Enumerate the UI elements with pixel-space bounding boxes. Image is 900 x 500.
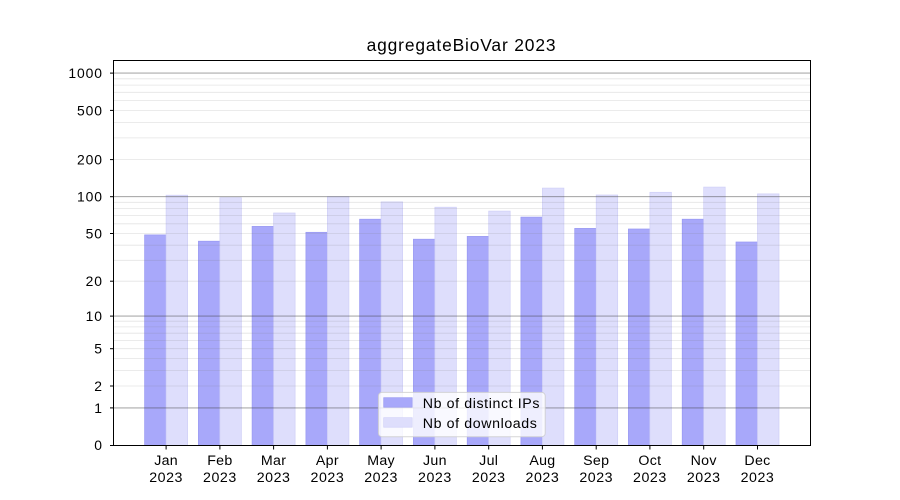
svg-text:Dec: Dec <box>744 453 770 469</box>
svg-text:aggregateBioVar 2023: aggregateBioVar 2023 <box>367 35 557 55</box>
svg-text:Feb: Feb <box>207 453 232 469</box>
svg-text:Mar: Mar <box>261 453 286 469</box>
svg-text:Jun: Jun <box>423 453 447 469</box>
svg-text:Sep: Sep <box>583 453 609 469</box>
svg-text:2023: 2023 <box>203 470 237 486</box>
svg-text:2023: 2023 <box>257 470 291 486</box>
svg-text:100: 100 <box>77 189 103 205</box>
svg-text:Nov: Nov <box>691 453 718 469</box>
svg-text:500: 500 <box>77 102 103 118</box>
svg-text:2023: 2023 <box>364 470 398 486</box>
svg-text:2023: 2023 <box>418 470 452 486</box>
svg-text:10: 10 <box>86 308 103 324</box>
svg-text:Oct: Oct <box>638 453 661 469</box>
svg-text:2023: 2023 <box>687 470 721 486</box>
svg-text:1: 1 <box>94 400 103 416</box>
svg-text:20: 20 <box>86 273 103 289</box>
svg-text:2: 2 <box>94 378 103 394</box>
svg-text:2023: 2023 <box>526 470 560 486</box>
svg-text:1000: 1000 <box>68 65 103 81</box>
svg-text:2023: 2023 <box>311 470 345 486</box>
svg-text:Nb of downloads: Nb of downloads <box>423 416 538 432</box>
svg-text:May: May <box>367 453 395 469</box>
svg-text:Apr: Apr <box>316 453 339 469</box>
svg-text:0: 0 <box>94 437 103 453</box>
svg-text:2023: 2023 <box>472 470 506 486</box>
svg-text:Nb of distinct IPs: Nb of distinct IPs <box>423 396 540 412</box>
svg-text:2023: 2023 <box>741 470 775 486</box>
svg-text:2023: 2023 <box>633 470 667 486</box>
svg-text:2023: 2023 <box>149 470 183 486</box>
svg-text:Jul: Jul <box>479 453 498 469</box>
svg-text:2023: 2023 <box>579 470 613 486</box>
svg-text:Jan: Jan <box>154 453 178 469</box>
svg-text:50: 50 <box>86 225 103 241</box>
svg-text:200: 200 <box>77 152 103 168</box>
svg-text:Aug: Aug <box>529 453 555 469</box>
svg-text:5: 5 <box>94 341 103 357</box>
